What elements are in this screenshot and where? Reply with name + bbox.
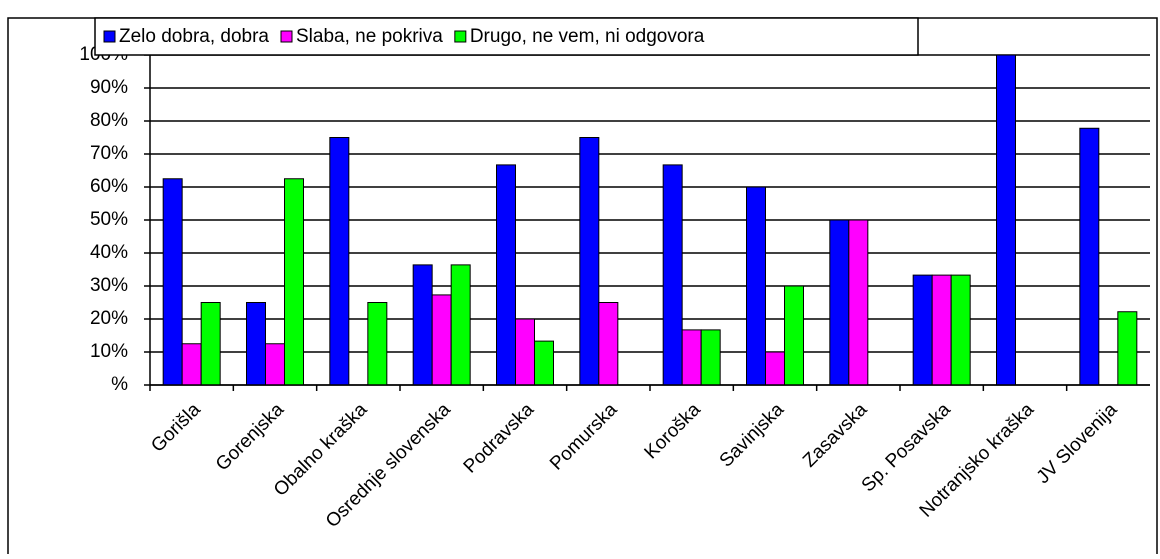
x-tick-label: Gorišla bbox=[147, 399, 205, 457]
bar bbox=[829, 219, 850, 386]
x-tick-label: JV Slovenija bbox=[1033, 399, 1122, 488]
bar bbox=[265, 343, 285, 386]
y-tick-label: 70% bbox=[90, 143, 128, 164]
y-tick-label: 20% bbox=[90, 308, 128, 329]
legend-label: Slaba, ne pokriva bbox=[296, 26, 443, 47]
bar bbox=[534, 340, 554, 386]
bar bbox=[579, 137, 600, 386]
bar bbox=[200, 302, 221, 386]
x-tick-label: Koroška bbox=[641, 399, 705, 463]
bar bbox=[450, 264, 471, 386]
x-tick-label: Pomurska bbox=[546, 399, 622, 475]
bar bbox=[681, 329, 702, 386]
x-tick-label: Podravska bbox=[460, 399, 539, 478]
legend-swatch bbox=[280, 30, 293, 43]
bar bbox=[746, 186, 766, 386]
bar bbox=[996, 54, 1016, 386]
y-tick-label: 50% bbox=[90, 209, 128, 230]
bar bbox=[1079, 127, 1100, 386]
y-tick-label: 40% bbox=[90, 242, 128, 263]
bar bbox=[931, 274, 952, 386]
bar bbox=[431, 294, 452, 386]
y-tick-label: % bbox=[111, 374, 128, 395]
bar bbox=[329, 137, 350, 386]
y-tick-label: 10% bbox=[90, 341, 128, 362]
bar bbox=[496, 164, 516, 386]
bar bbox=[765, 351, 785, 386]
bar bbox=[784, 285, 804, 386]
bar bbox=[1117, 311, 1138, 386]
bar bbox=[246, 302, 266, 386]
bar bbox=[181, 343, 202, 386]
legend-swatch bbox=[454, 30, 467, 43]
bar bbox=[162, 178, 183, 386]
bar bbox=[367, 302, 388, 386]
y-tick-label: 30% bbox=[90, 275, 128, 296]
x-tick-label: Gorenjska bbox=[212, 399, 288, 475]
legend-box bbox=[94, 17, 919, 56]
bar bbox=[950, 274, 971, 386]
y-tick-label: 80% bbox=[90, 110, 128, 131]
bar bbox=[515, 318, 535, 386]
y-tick-label: 60% bbox=[90, 176, 128, 197]
y-tick-label: 90% bbox=[90, 77, 128, 98]
bar bbox=[912, 274, 933, 386]
legend-label: Drugo, ne vem, ni odgovora bbox=[470, 26, 705, 47]
bar bbox=[284, 178, 304, 386]
bar bbox=[662, 164, 683, 386]
bar bbox=[700, 329, 721, 386]
bar bbox=[412, 264, 433, 386]
x-tick-label: Savinjska bbox=[716, 399, 789, 472]
x-tick-label: Zasavska bbox=[799, 399, 872, 472]
legend-swatch bbox=[103, 30, 116, 43]
legend-label: Zelo dobra, dobra bbox=[119, 26, 269, 47]
bar bbox=[598, 302, 619, 386]
bar bbox=[848, 219, 869, 386]
